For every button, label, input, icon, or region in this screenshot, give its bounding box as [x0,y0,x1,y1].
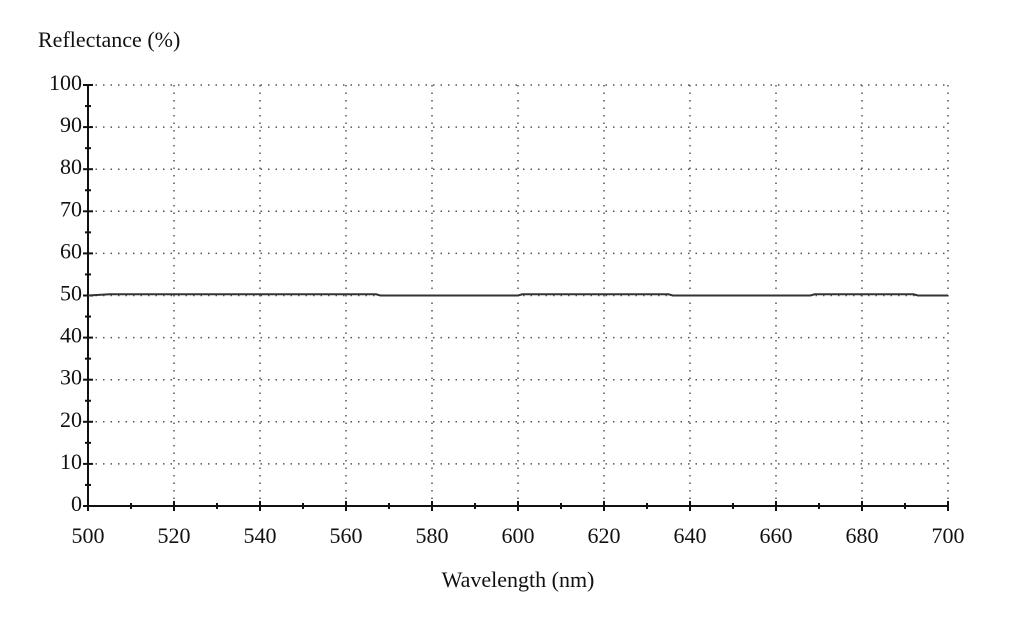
x-tick-label: 620 [588,523,621,548]
y-tick-label: 80 [60,154,82,179]
y-tick-label: 90 [60,112,82,137]
x-tick-label: 520 [158,523,191,548]
x-tick-label: 700 [932,523,965,548]
y-axis-title: Reflectance (%) [38,27,180,52]
y-tick-label: 10 [60,449,82,474]
x-axis-title: Wavelength (nm) [442,567,595,592]
x-tick-label: 680 [846,523,879,548]
x-tick-label: 560 [330,523,363,548]
data-line [87,293,948,297]
y-tick-label: 20 [60,407,82,432]
x-tick-label: 580 [416,523,449,548]
y-tick-label: 100 [49,70,82,95]
y-tick-label: 70 [60,196,82,221]
y-tick-label: 0 [71,491,82,516]
x-tick-label: 600 [502,523,535,548]
x-tick-label: 640 [674,523,707,548]
y-tick-label: 60 [60,238,82,263]
y-tick-label: 50 [60,281,82,306]
x-tick-label: 540 [244,523,277,548]
y-tick-label: 40 [60,323,82,348]
x-tick-label: 500 [72,523,105,548]
y-tick-label: 30 [60,365,82,390]
x-tick-label: 660 [760,523,793,548]
